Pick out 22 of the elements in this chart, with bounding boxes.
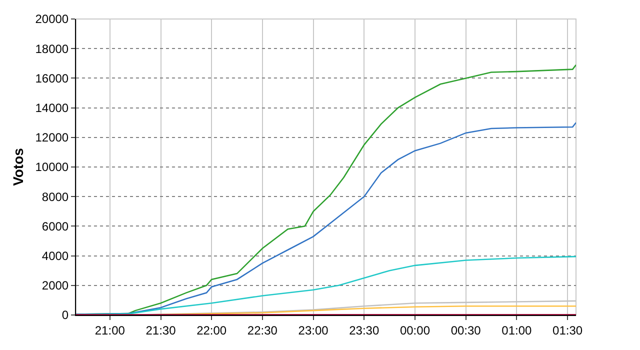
- x-tick-label: 21:30: [146, 323, 176, 338]
- x-tick-label: 22:30: [247, 323, 278, 338]
- y-tick-label: 20000: [35, 12, 69, 26]
- x-tick-label: 23:00: [298, 323, 329, 338]
- x-tick-label: 23:30: [349, 323, 380, 338]
- x-tick-label: 00:30: [450, 323, 482, 338]
- y-tick-label: 6000: [42, 219, 69, 234]
- y-tick-label: 2000: [42, 278, 69, 293]
- x-tick-label: 00:00: [400, 323, 430, 338]
- y-tick-label: 18000: [35, 42, 69, 56]
- y-tick-label: 0: [62, 308, 69, 322]
- x-tick-label: 01:00: [502, 323, 532, 338]
- y-axis-title: Votos: [10, 148, 26, 186]
- x-tick-label: 01:30: [552, 323, 583, 338]
- y-tick-label: 12000: [35, 130, 69, 145]
- y-tick-label: 14000: [35, 101, 69, 115]
- y-tick-label: 16000: [35, 71, 69, 86]
- x-tick-label: 21:00: [94, 323, 126, 338]
- y-tick-label: 8000: [42, 190, 69, 204]
- y-tick-label: 4000: [42, 249, 69, 263]
- x-tick-label: 22:00: [196, 323, 227, 338]
- y-tick-label: 10000: [35, 160, 69, 174]
